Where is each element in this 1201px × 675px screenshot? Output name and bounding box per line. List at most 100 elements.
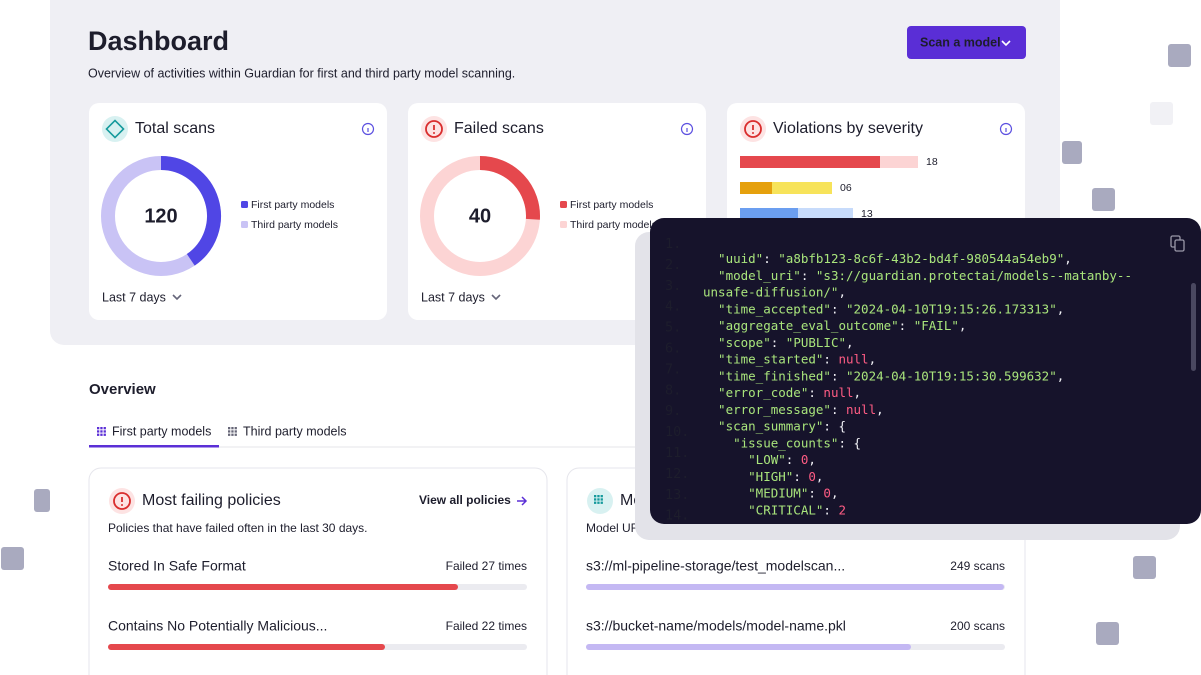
info-icon[interactable]: [999, 122, 1013, 136]
tab-icon: [594, 498, 597, 501]
line-number: 14.: [665, 508, 689, 524]
code-token: ,: [1064, 251, 1072, 266]
info-icon[interactable]: [680, 122, 694, 136]
legend-swatch: [560, 201, 567, 208]
tab-icon: [100, 433, 103, 436]
code-token: "uuid": [703, 251, 763, 266]
scan-button[interactable]: [907, 26, 1026, 59]
code-token: :: [808, 485, 823, 500]
severity-bar: [740, 208, 798, 220]
code-token: "2024-04-10T19:15:30.599632": [846, 368, 1057, 383]
line-number: 3.: [665, 278, 681, 294]
code-token: :: [801, 267, 816, 282]
tab-icon: [103, 430, 106, 433]
period-select[interactable]: Last 7 days: [421, 290, 485, 304]
code-token: :: [831, 401, 846, 416]
row-count: 200 scans: [950, 619, 1005, 633]
code-token: 0: [801, 452, 809, 467]
chevron: [1001, 40, 1011, 47]
tab[interactable]: Third party models: [243, 424, 347, 438]
code-token: "aggregate_eval_outcome": [703, 318, 899, 333]
code-token: "FAIL": [914, 318, 959, 333]
code-token: ,: [831, 485, 839, 500]
copy-icon: [1174, 239, 1185, 252]
tab-icon: [100, 427, 103, 430]
code-token: "MEDIUM": [703, 485, 808, 500]
code-token: :: [793, 468, 808, 483]
code-token: "issue_counts": [703, 435, 838, 450]
row-count: Failed 27 times: [446, 559, 527, 573]
code-token: "scope": [703, 334, 771, 349]
tab-icon: [600, 498, 603, 501]
code-token: ,: [869, 351, 877, 366]
tab-icon: [597, 498, 600, 501]
code-token: :: [786, 452, 801, 467]
code-window: [650, 218, 1201, 524]
page-subtitle: Overview of activities within Guardian f…: [88, 66, 515, 80]
legend-swatch: [241, 221, 248, 228]
icon: [433, 132, 435, 134]
legend-swatch: [241, 201, 248, 208]
info-icon[interactable]: [361, 122, 375, 136]
tab-icon: [100, 430, 103, 433]
tab-icon: [597, 501, 600, 504]
code-line: "LOW": 0,: [703, 452, 816, 467]
tab-icon: [597, 495, 600, 498]
code-token: 0: [808, 468, 816, 483]
tab-icon: [231, 433, 234, 436]
row-bar: [586, 644, 911, 650]
code-token: "scan_summary": [703, 418, 823, 433]
donut-value: 40: [469, 205, 491, 227]
line-number: 6.: [665, 341, 681, 357]
legend-label: First party models: [251, 199, 334, 211]
icon-bg: [587, 488, 613, 514]
code-token: : {: [823, 418, 846, 433]
row-count: 249 scans: [950, 559, 1005, 573]
period-select[interactable]: Last 7 days: [102, 290, 166, 304]
line-number: 2.: [665, 257, 681, 273]
legend-swatch: [560, 221, 567, 228]
panel-link[interactable]: View all policies: [419, 493, 511, 507]
row-bar: [586, 584, 1004, 590]
code-line: "error_code": null,: [703, 385, 861, 400]
severity-bar: [740, 182, 772, 194]
severity-count: 06: [840, 182, 852, 194]
tab-icon: [234, 430, 237, 433]
code-token: "LOW": [703, 452, 786, 467]
code-token: "error_code": [703, 385, 808, 400]
code-token: null: [846, 401, 876, 416]
code-token: "HIGH": [703, 468, 793, 483]
tab-icon: [97, 427, 100, 430]
code-token: :: [831, 301, 846, 316]
code-line: "error_message": null,: [703, 401, 884, 416]
tab-icon: [234, 427, 237, 430]
tab-icon: [228, 427, 231, 430]
line-number: 1.: [665, 236, 681, 252]
legend-label: Third party models: [251, 219, 338, 231]
row-label: Contains No Potentially Malicious...: [108, 618, 327, 634]
tab-icon: [228, 433, 231, 436]
row-label: Stored In Safe Format: [108, 558, 246, 574]
icon-bg: [102, 116, 128, 142]
code-token: "PUBLIC": [786, 334, 846, 349]
tab-icon: [234, 433, 237, 436]
code-token: ,: [808, 452, 816, 467]
scan-button-label[interactable]: Scan a model: [920, 35, 1001, 49]
chevron: [172, 294, 182, 301]
page-title: Dashboard: [88, 26, 229, 56]
code-token: :: [823, 351, 838, 366]
code-token: "a8bfb123-8c6f-43b2-bd4f-980544a54eb9": [778, 251, 1064, 266]
tab-icon: [600, 501, 603, 504]
code-token: "CRITICAL": [703, 502, 823, 517]
scrollbar: [1191, 283, 1196, 371]
card-title: Total scans: [135, 120, 215, 137]
tab-active[interactable]: First party models: [112, 424, 211, 438]
line-number: 13.: [665, 487, 689, 503]
panel-title: Most failing policies: [142, 492, 281, 509]
code-line: "HIGH": 0,: [703, 468, 823, 483]
tab-icon: [594, 495, 597, 498]
line-number: 11.: [665, 445, 689, 461]
tab-icon: [228, 430, 231, 433]
code-token: :: [808, 385, 823, 400]
code-token: ,: [816, 468, 824, 483]
